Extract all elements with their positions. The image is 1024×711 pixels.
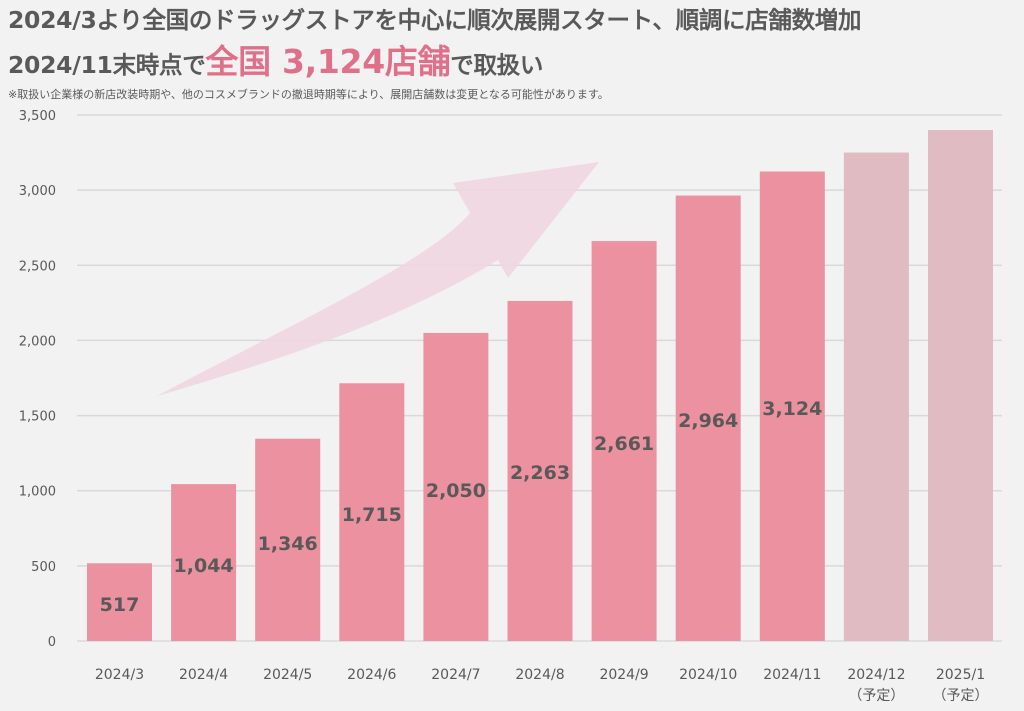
headline-store-count: 全国 3,124店舗 bbox=[205, 42, 451, 81]
x-tick-label: 2024/5 bbox=[263, 667, 312, 683]
y-axis-ticks: 0 500 1,000 1,500 2,000 2,500 3,000 3,500 bbox=[19, 109, 56, 650]
headline-line-1: 2024/3より全国のドラッグストアを中心に順次展開スタート、順調に店舗数増加 bbox=[8, 6, 862, 34]
x-tick-label: 2024/9 bbox=[599, 667, 648, 683]
x-tick-label: 2024/6 bbox=[347, 667, 396, 683]
y-tick-label: 1,000 bbox=[19, 485, 56, 500]
headline-prefix: 2024/11末時点で bbox=[8, 51, 206, 79]
bars bbox=[87, 130, 993, 642]
data-label: 2,661 bbox=[594, 433, 654, 455]
bar bbox=[87, 563, 152, 641]
x-tick-label: 2024/8 bbox=[515, 667, 564, 683]
y-tick-label: 1,500 bbox=[19, 410, 56, 425]
y-tick-label: 3,500 bbox=[19, 109, 56, 124]
y-tick-label: 500 bbox=[31, 560, 56, 575]
bar bbox=[171, 484, 237, 641]
data-label: 3,124 bbox=[762, 398, 822, 420]
footnote: ※取扱い企業様の新店改装時期や、他のコスメブランドの撤退時期等により、展開店舗数… bbox=[8, 88, 609, 101]
x-tick-label: 2024/4 bbox=[179, 667, 228, 683]
data-labels: 517 1,044 1,346 1,715 2,050 2,263 2,661 2,964 3,… bbox=[100, 398, 823, 616]
bar bbox=[423, 332, 489, 641]
x-tick-label: 2024/10 bbox=[679, 667, 737, 683]
bar bbox=[255, 438, 321, 641]
x-tick-label: 2025/1 bbox=[936, 667, 985, 683]
y-tick-label: 2,000 bbox=[19, 334, 56, 349]
x-tick-label: 2024/12 bbox=[847, 667, 905, 683]
x-tick-label: 2024/7 bbox=[431, 667, 480, 683]
x-tick-sublabel: （予定） bbox=[933, 688, 989, 704]
x-axis-ticks: 2024/3 2024/4 2024/5 2024/6 2024/7 2024/8 2024… bbox=[95, 667, 989, 704]
bar bbox=[843, 152, 909, 642]
headline-suffix: で取扱い bbox=[450, 51, 544, 79]
y-tick-label: 0 bbox=[48, 635, 56, 650]
data-label: 517 bbox=[100, 594, 140, 616]
bar bbox=[675, 195, 741, 641]
data-label: 2,263 bbox=[510, 462, 570, 484]
y-tick-label: 3,000 bbox=[19, 184, 56, 199]
data-label: 2,050 bbox=[426, 480, 486, 502]
bar bbox=[507, 300, 573, 641]
data-label: 1,044 bbox=[174, 555, 234, 577]
data-label: 1,346 bbox=[258, 533, 318, 555]
x-tick-label: 2024/11 bbox=[763, 667, 821, 683]
data-label: 1,715 bbox=[342, 504, 402, 526]
trend-arrow-icon bbox=[157, 162, 599, 396]
data-label: 2,964 bbox=[678, 410, 738, 432]
x-tick-sublabel: （予定） bbox=[848, 688, 904, 704]
bar bbox=[339, 383, 405, 641]
bar bbox=[591, 241, 657, 641]
y-tick-label: 2,500 bbox=[19, 259, 56, 274]
bar bbox=[928, 130, 993, 641]
bar bbox=[759, 171, 825, 641]
x-tick-label: 2024/3 bbox=[95, 667, 144, 683]
headline-line-2: 2024/11末時点で全国 3,124店舗で取扱い bbox=[8, 40, 543, 87]
